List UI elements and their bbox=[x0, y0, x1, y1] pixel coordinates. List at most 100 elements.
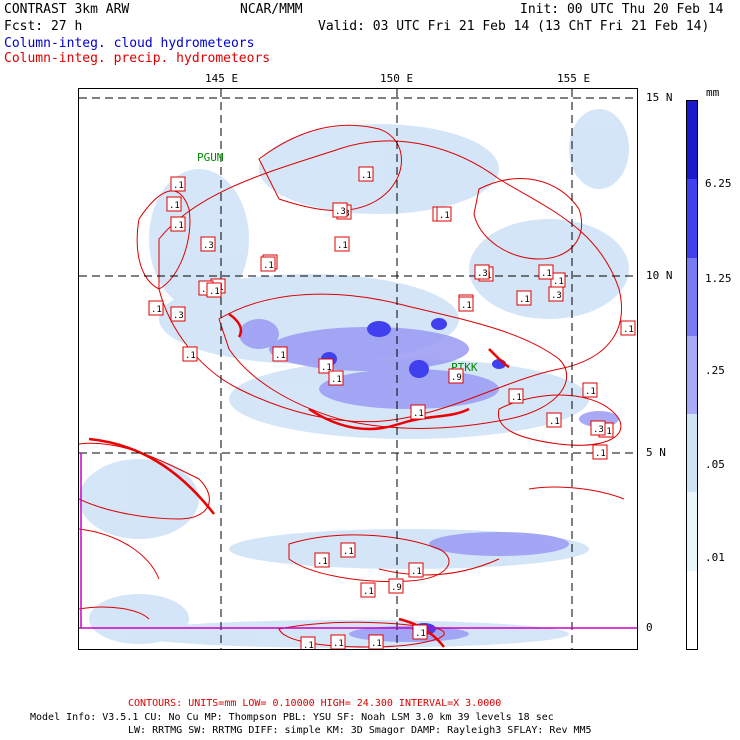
contour-label-box bbox=[166, 196, 182, 212]
contour-label: .1 bbox=[519, 295, 530, 305]
contour-label-box bbox=[200, 236, 216, 252]
contour-label: .9 bbox=[451, 373, 462, 383]
contour-label-box bbox=[358, 166, 374, 182]
contour-label-box bbox=[408, 562, 424, 578]
colorbar-label-6-25: 6.25 bbox=[705, 177, 732, 190]
contour-label: .1 bbox=[361, 171, 372, 181]
colorbar-segment bbox=[687, 570, 697, 649]
contour-label: .1 bbox=[601, 427, 612, 437]
contour-label: .1 bbox=[541, 269, 552, 279]
colorbar bbox=[686, 100, 698, 650]
contour-label: .1 bbox=[511, 393, 522, 403]
lon-label-150: 150 E bbox=[380, 72, 414, 85]
map-panel[interactable]: PGUM PTKK .1.1.1.3.1.1.1.3.1.1.1.3.1.1.1… bbox=[78, 88, 638, 650]
colorbar-label-0-05: .05 bbox=[705, 458, 725, 471]
contour-label-box bbox=[368, 634, 384, 649]
model-info-line2: LW: RRTMG SW: RRTMG DIFF: simple KM: 3D … bbox=[128, 725, 592, 736]
colorbar-label-1-25: 1.25 bbox=[705, 272, 732, 285]
contour-labels: .1.1.1.3.1.1.1.3.1.1.1.3.1.1.1.1.1.1.3.1… bbox=[148, 166, 636, 649]
contour-label: .1 bbox=[331, 375, 342, 385]
colorbar-label-0-01: .01 bbox=[705, 551, 725, 564]
colorbar-segment bbox=[687, 101, 697, 180]
contour-label-box bbox=[590, 420, 606, 436]
contour-label: .3 bbox=[551, 291, 562, 301]
contour-label-box bbox=[448, 368, 464, 384]
lon-label-155: 155 E bbox=[557, 72, 591, 85]
contour-label: .1 bbox=[169, 201, 180, 211]
contour-label-box bbox=[334, 236, 350, 252]
contour-label: .9 bbox=[391, 583, 402, 593]
map-canvas: PGUM PTKK .1.1.1.3.1.1.1.3.1.1.1.3.1.1.1… bbox=[79, 89, 637, 649]
contour-label: .1 bbox=[439, 211, 450, 221]
colorbar-segment bbox=[687, 492, 697, 571]
model-title: CONTRAST 3km ARW bbox=[4, 2, 130, 17]
contour-label-box bbox=[508, 388, 524, 404]
contour-label-box bbox=[170, 306, 186, 322]
lat-label-10n: 10 N bbox=[646, 269, 673, 282]
contour-label: .1 bbox=[173, 181, 184, 191]
colorbar-label-0-25: .25 bbox=[705, 364, 725, 377]
contour-label-box bbox=[340, 542, 356, 558]
contour-label-box bbox=[474, 264, 490, 280]
valid-time: Valid: 03 UTC Fri 21 Feb 14 (13 ChT Fri … bbox=[318, 19, 710, 34]
contour-label-box bbox=[360, 582, 376, 598]
contour-label-box bbox=[550, 272, 566, 288]
contour-label-box bbox=[592, 444, 608, 460]
station-pgum: PGUM bbox=[197, 151, 224, 164]
contour-label: .1 bbox=[333, 639, 344, 649]
contour-label: .1 bbox=[415, 629, 426, 639]
contour-label: .1 bbox=[317, 557, 328, 567]
contour-label-box bbox=[330, 634, 346, 649]
contour-label: .3 bbox=[203, 241, 214, 251]
contour-label-box bbox=[516, 290, 532, 306]
contour-label-box bbox=[272, 346, 288, 362]
cloud-field-label: Column-integ. cloud hydrometeors bbox=[4, 36, 255, 51]
contour-label: .1 bbox=[461, 301, 472, 311]
contour-label: .1 bbox=[209, 287, 220, 297]
contour-label-box bbox=[620, 320, 636, 336]
contour-label: .1 bbox=[201, 285, 212, 295]
contour-label-box bbox=[332, 202, 348, 218]
center-label: NCAR/MMM bbox=[240, 2, 303, 17]
contour-label-box bbox=[318, 358, 334, 374]
contour-label: .1 bbox=[173, 221, 184, 231]
contour-label-box bbox=[412, 624, 428, 640]
contour-label-box bbox=[546, 412, 562, 428]
lat-label-5n: 5 N bbox=[646, 446, 666, 459]
contour-label: .3 bbox=[477, 269, 488, 279]
contour-label-box bbox=[458, 296, 474, 312]
colorbar-segment bbox=[687, 335, 697, 415]
contour-label-box bbox=[388, 578, 404, 594]
lat-label-15n: 15 N bbox=[646, 91, 673, 104]
contour-label: .1 bbox=[343, 547, 354, 557]
colorbar-segment bbox=[687, 179, 697, 258]
contour-label: .1 bbox=[275, 351, 286, 361]
contour-info: CONTOURS: UNITS=mm LOW= 0.10000 HIGH= 24… bbox=[128, 698, 502, 709]
contour-label: .1 bbox=[549, 417, 560, 427]
contour-label: .1 bbox=[337, 241, 348, 251]
contour-label-box bbox=[328, 370, 344, 386]
contour-label: .1 bbox=[553, 277, 564, 287]
colorbar-segment bbox=[687, 414, 697, 493]
contour-label-box bbox=[300, 636, 316, 649]
contour-label-box bbox=[170, 216, 186, 232]
contour-label-box bbox=[538, 264, 554, 280]
contour-label-box bbox=[206, 282, 222, 298]
contour-label: .1 bbox=[411, 567, 422, 577]
init-time: Init: 00 UTC Thu 20 Feb 14 bbox=[520, 2, 724, 17]
contour-label-box bbox=[314, 552, 330, 568]
contour-label: .1 bbox=[585, 387, 596, 397]
contour-label: .3 bbox=[173, 311, 184, 321]
contour-label: .1 bbox=[263, 261, 274, 271]
contour-label-box bbox=[582, 382, 598, 398]
contour-label-box bbox=[260, 256, 276, 272]
contour-label: .1 bbox=[595, 449, 606, 459]
contour-label: .1 bbox=[371, 639, 382, 649]
colorbar-segment bbox=[687, 257, 697, 336]
contour-label: .1 bbox=[321, 363, 332, 373]
domain-boundary bbox=[80, 453, 637, 629]
contour-label: .1 bbox=[185, 351, 196, 361]
contour-label-box bbox=[436, 206, 452, 222]
contour-label: .1 bbox=[413, 409, 424, 419]
contour-label: .3 bbox=[335, 207, 346, 217]
